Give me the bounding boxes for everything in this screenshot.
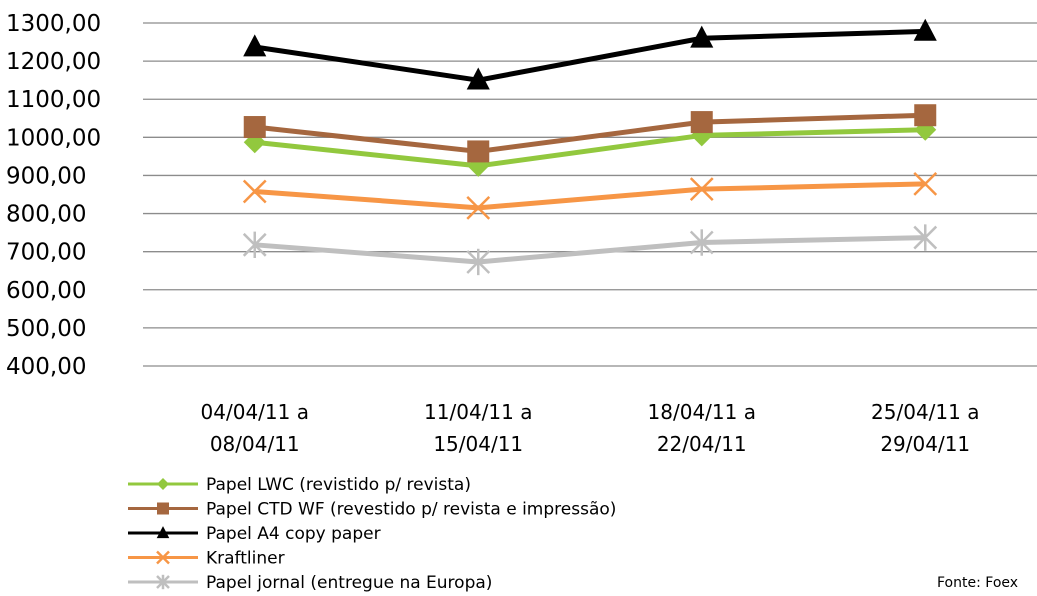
marker-stroke — [913, 171, 938, 196]
legend-label: Papel CTD WF (revestido p/ revista e imp… — [206, 500, 616, 520]
y-tick-label: 900,00 — [6, 163, 86, 189]
series-markers — [242, 18, 938, 276]
data-point-marker — [466, 67, 490, 90]
series-line — [254, 127, 926, 169]
legend-label: Papel A4 copy paper — [206, 524, 381, 544]
x-tick-label: 04/04/11 a — [201, 400, 309, 424]
data-point-marker — [467, 140, 490, 163]
data-point-marker — [156, 574, 170, 590]
marker-stroke — [689, 177, 714, 202]
data-point-marker — [913, 224, 938, 251]
y-tick-label: 1200,00 — [6, 49, 101, 75]
data-point-marker — [157, 478, 169, 490]
series-line — [254, 181, 926, 211]
y-tick-label: 800,00 — [6, 202, 86, 228]
y-tick-label: 500,00 — [6, 316, 86, 342]
legend: Papel LWC (revistido p/ revista) Papel CT… — [128, 475, 616, 593]
y-axis-tick-labels: 400,00 500,00 600,00 700,00 800,00 900,00 1000… — [6, 11, 101, 380]
legend-label: Papel jornal (entregue na Europa) — [206, 573, 492, 593]
marker-stroke — [156, 550, 170, 565]
y-tick-label: 700,00 — [6, 240, 86, 266]
data-point-marker — [690, 25, 714, 48]
y-tick-label: 1000,00 — [6, 125, 101, 151]
legend-label: Papel LWC (revistido p/ revista) — [206, 475, 471, 495]
y-tick-label: 1300,00 — [6, 11, 101, 37]
x-tick-label: 08/04/11 — [210, 432, 300, 456]
series-lines — [254, 28, 926, 265]
data-point-marker — [690, 111, 713, 134]
x-tick-label: 15/04/11 — [433, 432, 523, 456]
data-point-marker — [466, 248, 491, 276]
data-point-marker — [242, 179, 267, 204]
data-point-marker — [913, 171, 938, 196]
y-tick-label: 400,00 — [6, 354, 86, 380]
data-point-marker — [156, 526, 170, 539]
y-tick-label: 1100,00 — [6, 87, 101, 113]
y-tick-label: 600,00 — [6, 278, 86, 304]
legend-item: Papel CTD WF (revestido p/ revista e imp… — [128, 500, 616, 520]
data-point-marker — [242, 231, 267, 259]
data-point-marker — [157, 502, 169, 515]
legend-item: Papel LWC (revistido p/ revista) — [128, 475, 471, 495]
legend-item: Papel jornal (entregue na Europa) — [128, 573, 492, 593]
legend-item: Papel A4 copy paper — [128, 524, 381, 544]
legend-item: Kraftliner — [128, 549, 285, 569]
x-tick-label: 11/04/11 a — [424, 400, 532, 424]
data-point-marker — [243, 34, 267, 57]
series-line — [254, 235, 926, 265]
marker-stroke — [242, 179, 267, 204]
data-point-marker — [913, 18, 937, 41]
series-line — [254, 28, 926, 83]
x-tick-label: 18/04/11 a — [648, 400, 756, 424]
series-line — [254, 112, 926, 154]
data-point-marker — [466, 195, 491, 220]
data-point-marker — [914, 104, 937, 127]
data-point-marker — [156, 550, 170, 565]
source-note: Fonte: Foex — [937, 575, 1018, 591]
data-point-marker — [689, 177, 714, 202]
marker-stroke — [466, 195, 491, 220]
x-axis-tick-labels: 04/04/11 a 08/04/11 11/04/11 a 15/04/11 18/0… — [201, 400, 980, 456]
x-tick-label: 22/04/11 — [657, 432, 747, 456]
data-point-marker — [689, 229, 714, 256]
x-tick-label: 29/04/11 — [880, 432, 970, 456]
legend-label: Kraftliner — [206, 549, 285, 569]
x-tick-label: 25/04/11 a — [871, 400, 979, 424]
data-point-marker — [243, 116, 266, 139]
